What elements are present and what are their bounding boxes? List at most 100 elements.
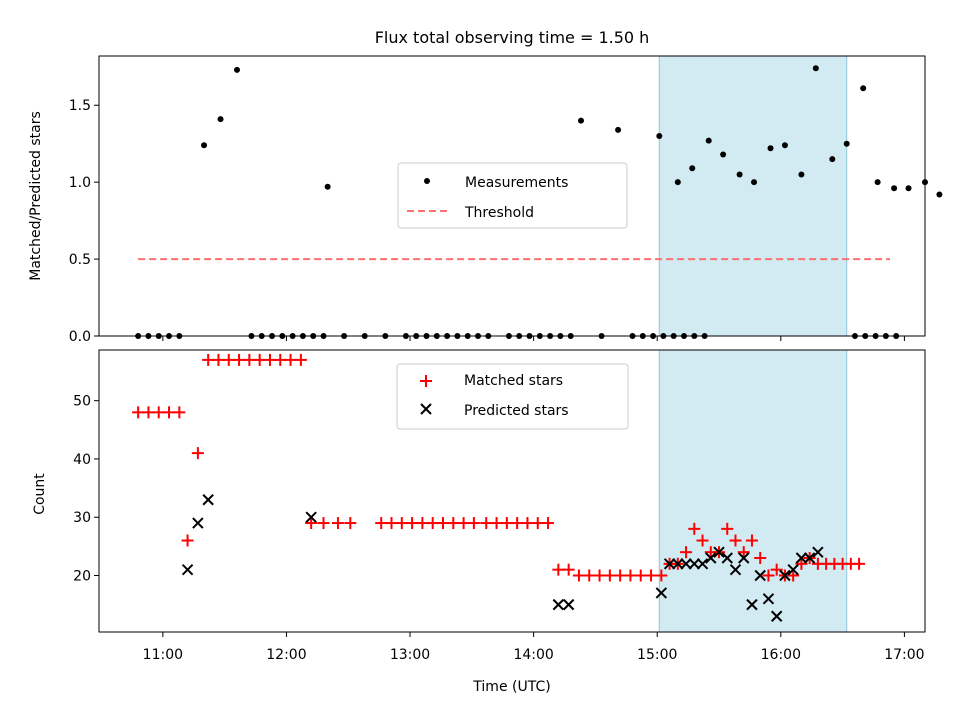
data-point (480, 517, 493, 530)
data-point (385, 517, 398, 530)
data-point (181, 534, 194, 547)
data-point (663, 558, 676, 570)
data-point (531, 517, 544, 530)
data-point (317, 517, 330, 530)
legend-predicted-marker (420, 403, 432, 415)
data-point (191, 447, 204, 460)
data-point (467, 517, 480, 530)
data-point (552, 598, 565, 611)
data-point (762, 569, 775, 582)
data-point (891, 185, 898, 192)
top-axes-frame (98, 55, 926, 337)
series-matched-stars (132, 353, 866, 582)
x-tick-label: 17:00 (884, 647, 924, 663)
data-point (305, 517, 318, 530)
data-point (843, 140, 850, 147)
data-point (603, 569, 616, 582)
y-tick-label: 0.5 (69, 252, 91, 268)
data-point (746, 598, 758, 611)
data-point (511, 517, 524, 530)
legend-measurements-marker (424, 178, 430, 184)
data-point (426, 517, 439, 530)
top-title: Flux total observing time = 1.50 h (375, 28, 650, 47)
data-point (615, 126, 622, 133)
data-point (795, 552, 808, 564)
top-x-ticks (162, 336, 905, 341)
data-point (696, 558, 709, 570)
bottom-y-ticks: 20 30 40 50 (73, 394, 99, 584)
data-point (770, 610, 783, 622)
bottom-data-marks (132, 353, 866, 622)
highlight-span-rect (658, 349, 848, 633)
data-point (593, 569, 606, 582)
data-point (521, 517, 534, 530)
data-point (274, 353, 287, 366)
data-point (853, 557, 866, 570)
x-tick-label: 15:00 (637, 647, 677, 663)
data-point (294, 353, 307, 366)
data-point (542, 517, 555, 530)
data-point (737, 546, 750, 559)
bottom-legend: Matched stars Predicted stars (396, 363, 629, 430)
data-point (798, 171, 805, 178)
data-point (634, 569, 647, 582)
y-tick-label: 1.0 (69, 175, 91, 191)
data-point (787, 569, 800, 582)
data-point (253, 353, 266, 366)
data-point (305, 511, 317, 523)
legend-predicted-label: Predicted stars (464, 403, 569, 419)
data-point (754, 552, 767, 565)
y-tick-label: 20 (73, 568, 91, 584)
top-highlight-span (658, 55, 848, 337)
data-point (181, 563, 194, 576)
data-point (860, 85, 867, 92)
x-tick-label: 11:00 (143, 647, 183, 663)
bottom-legend-box (396, 363, 629, 430)
top-ylabel: Matched/Predicted stars (28, 111, 44, 281)
bottom-ylabel: Count (32, 473, 48, 515)
data-point (713, 546, 725, 558)
legend-matched-marker (420, 375, 432, 387)
data-point (905, 185, 912, 192)
bottom-x-ticks: 11:00 12:00 13:00 14:00 15:00 16:00 17:00 (143, 632, 925, 663)
bottom-highlight-span (658, 349, 848, 633)
data-point (192, 517, 204, 529)
data-point (689, 165, 696, 172)
y-tick-label: 30 (73, 510, 91, 526)
data-point (688, 522, 701, 535)
data-point (721, 552, 733, 564)
data-point (578, 117, 585, 124)
data-point (655, 587, 668, 599)
top-panel: Flux total observing time = 1.50 h 0.0 0.… (28, 28, 943, 345)
data-point (562, 563, 575, 576)
data-point (762, 593, 775, 605)
bottom-axes-frame (98, 349, 926, 633)
data-point (447, 517, 460, 530)
data-point (736, 171, 743, 178)
data-point (263, 353, 276, 366)
data-point (936, 191, 943, 198)
data-point (395, 517, 408, 530)
data-point (720, 151, 727, 158)
data-point (202, 494, 214, 506)
y-tick-label: 0.0 (69, 329, 91, 345)
data-point (406, 517, 419, 530)
data-point (874, 179, 881, 186)
highlight-span-rect (658, 55, 848, 337)
data-point (614, 569, 627, 582)
data-point (688, 558, 701, 570)
data-point (754, 569, 766, 582)
data-point (457, 517, 470, 530)
data-point (490, 517, 503, 530)
data-point (163, 406, 176, 419)
data-point (829, 156, 836, 163)
x-tick-label: 12:00 (266, 647, 306, 663)
data-point (655, 569, 668, 582)
data-point (324, 183, 331, 190)
data-point (656, 133, 663, 139)
data-point (331, 517, 344, 530)
data-point (243, 353, 256, 366)
data-point (795, 557, 808, 570)
data-point (745, 534, 758, 547)
